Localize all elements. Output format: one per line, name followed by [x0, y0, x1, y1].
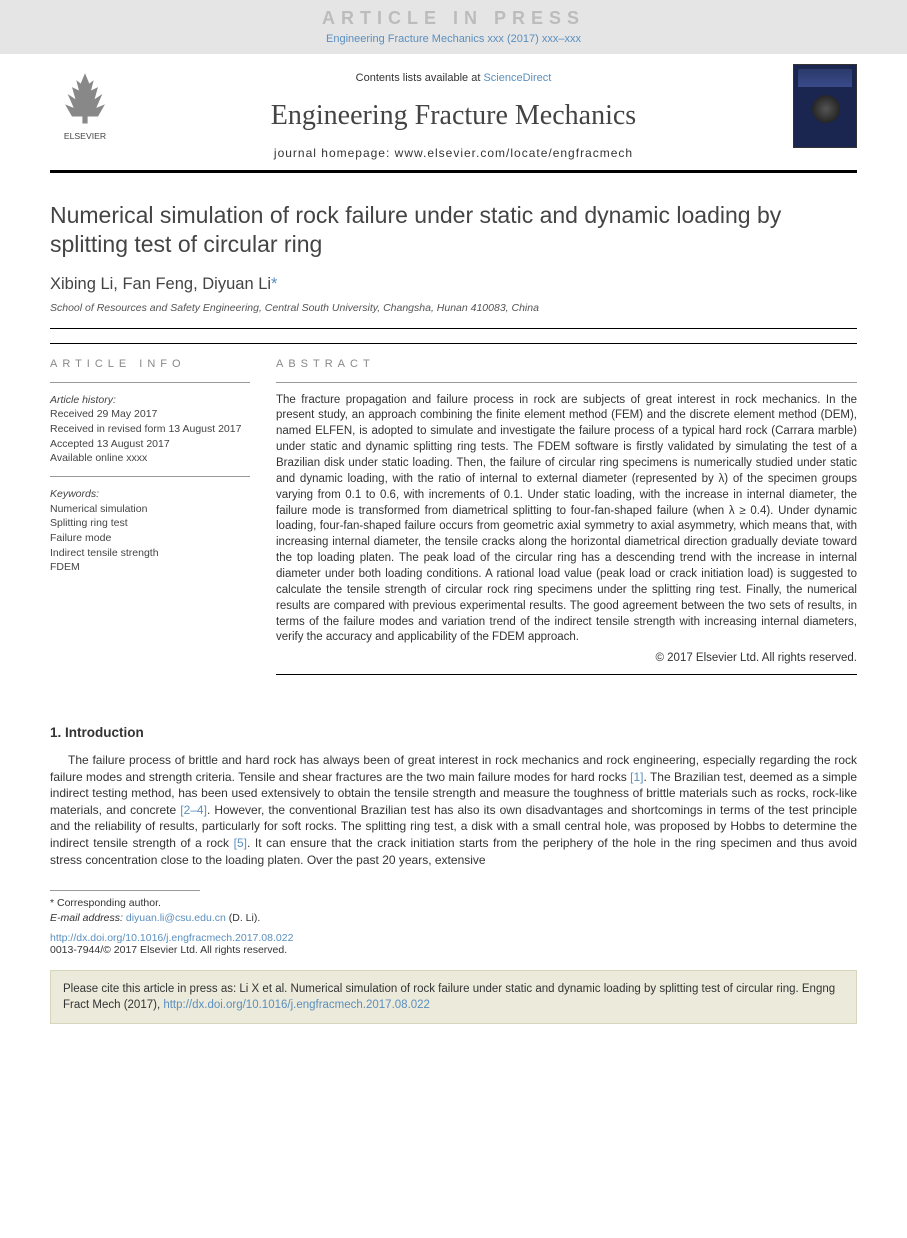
abstract-column: ABSTRACT The fracture propagation and fa… [276, 344, 857, 686]
journal-header: ELSEVIER Contents lists available at Sci… [50, 54, 857, 171]
article-history: Article history: Received 29 May 2017 Re… [50, 393, 250, 466]
homepage-label: journal homepage: [274, 146, 395, 160]
corresponding-marker: * [271, 275, 277, 293]
doi-link[interactable]: http://dx.doi.org/10.1016/j.engfracmech.… [50, 932, 857, 944]
journal-cover-thumbnail [793, 64, 857, 148]
aip-label: ARTICLE IN PRESS [0, 8, 907, 29]
history-revised: Received in revised form 13 August 2017 [50, 422, 250, 437]
citation-box: Please cite this article in press as: Li… [50, 970, 857, 1024]
history-head: Article history: [50, 393, 250, 408]
publisher-name: ELSEVIER [64, 131, 106, 141]
sciencedirect-link[interactable]: ScienceDirect [483, 72, 551, 84]
article-info-column: ARTICLE INFO Article history: Received 2… [50, 344, 250, 686]
history-accepted: Accepted 13 August 2017 [50, 437, 250, 452]
issn-copyright: 0013-7944/© 2017 Elsevier Ltd. All right… [50, 944, 857, 956]
aip-citation: Engineering Fracture Mechanics xxx (2017… [0, 29, 907, 51]
author-list: Xibing Li, Fan Feng, Diyuan Li [50, 275, 271, 293]
doi-block: http://dx.doi.org/10.1016/j.engfracmech.… [50, 932, 857, 956]
author-rule [50, 328, 857, 329]
keywords-block: Keywords: Numerical simulation Splitting… [50, 487, 250, 575]
article-info-label: ARTICLE INFO [50, 358, 250, 370]
article-in-press-banner: ARTICLE IN PRESS Engineering Fracture Me… [0, 0, 907, 54]
ref-link-5[interactable]: [5] [234, 836, 247, 850]
authors: Xibing Li, Fan Feng, Diyuan Li* [50, 275, 857, 294]
info-rule-2 [50, 476, 250, 477]
info-abstract-row: ARTICLE INFO Article history: Received 2… [50, 343, 857, 686]
email-label: E-mail address: [50, 912, 126, 924]
citation-doi-link[interactable]: http://dx.doi.org/10.1016/j.engfracmech.… [163, 999, 430, 1011]
journal-homepage: journal homepage: www.elsevier.com/locat… [50, 146, 857, 160]
abstract-copyright: © 2017 Elsevier Ltd. All rights reserved… [276, 652, 857, 664]
elsevier-logo: ELSEVIER [50, 68, 120, 146]
contents-prefix: Contents lists available at [356, 72, 484, 84]
abstract-text: The fracture propagation and failure pro… [276, 393, 857, 647]
affiliation: School of Resources and Safety Engineeri… [50, 302, 857, 314]
keyword-2: Splitting ring test [50, 516, 250, 531]
contents-line: Contents lists available at ScienceDirec… [50, 66, 857, 96]
history-online: Available online xxxx [50, 451, 250, 466]
email-footnote: E-mail address: diyuan.li@csu.edu.cn (D.… [50, 912, 857, 924]
section-heading-intro: 1. Introduction [50, 725, 857, 740]
journal-name: Engineering Fracture Mechanics [50, 100, 857, 132]
keyword-4: Indirect tensile strength [50, 546, 250, 561]
email-link[interactable]: diyuan.li@csu.edu.cn [126, 912, 226, 924]
article-body: Numerical simulation of rock failure und… [50, 201, 857, 868]
abstract-label: ABSTRACT [276, 358, 857, 370]
footnote-separator [50, 890, 200, 891]
abstract-rule [276, 382, 857, 383]
header-rule [50, 171, 857, 173]
history-received: Received 29 May 2017 [50, 407, 250, 422]
corresponding-footnote: * Corresponding author. [50, 897, 857, 909]
keyword-3: Failure mode [50, 531, 250, 546]
keywords-head: Keywords: [50, 487, 250, 502]
ref-link-1[interactable]: [1] [630, 770, 643, 784]
email-suffix: (D. Li). [226, 912, 260, 924]
info-rule-1 [50, 382, 250, 383]
keyword-1: Numerical simulation [50, 502, 250, 517]
abstract-bottom-rule [276, 674, 857, 675]
intro-paragraph: The failure process of brittle and hard … [50, 752, 857, 868]
ref-link-2-4[interactable]: [2–4] [180, 803, 207, 817]
homepage-url: www.elsevier.com/locate/engfracmech [395, 146, 633, 160]
keyword-5: FDEM [50, 560, 250, 575]
article-title: Numerical simulation of rock failure und… [50, 201, 857, 259]
